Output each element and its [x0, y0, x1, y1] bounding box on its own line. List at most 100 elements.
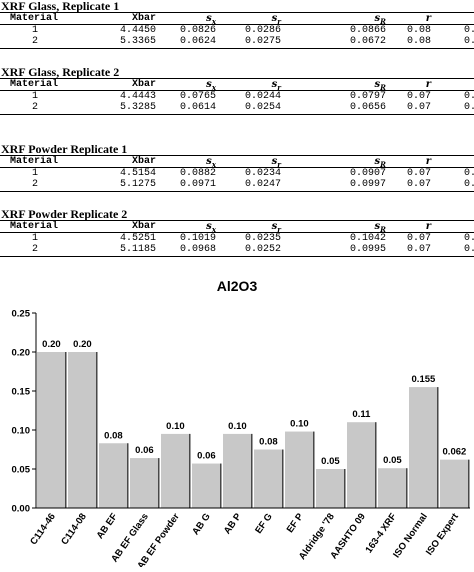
- column-header-material: Material: [10, 156, 59, 167]
- column-header-r: r: [398, 13, 431, 24]
- table-cell-xbar: 5.3285: [119, 102, 156, 113]
- column-header-xbar: Xbar: [131, 79, 156, 90]
- x-tick-label: C114-08: [59, 511, 89, 547]
- table-cell-xbar: 4.4443: [119, 91, 156, 102]
- table-cell-sr: 0.0254: [244, 102, 281, 113]
- bar-value-label: 0.155: [412, 374, 436, 385]
- bar: [130, 458, 159, 508]
- header-subscript: x: [211, 17, 216, 26]
- table-cell-r: 0.07: [406, 168, 431, 179]
- header-subscript: R: [380, 160, 386, 169]
- header-subscript: x: [211, 225, 216, 234]
- table-bottom-rule: [0, 114, 474, 115]
- table-bottom-rule: [0, 191, 474, 192]
- bar-value-label: 0.06: [135, 445, 154, 456]
- header-symbol: s: [374, 13, 381, 24]
- y-tick-label: 0.20: [12, 348, 31, 359]
- table-cell-sR: 0.0656: [349, 102, 386, 113]
- table-cell-sR: 0.0997: [349, 179, 386, 190]
- table-cell-material: 2: [31, 36, 38, 47]
- header-symbol: s: [271, 221, 278, 232]
- stats-table: XRF Glass, Replicate 2 Material Xbar sx sr sR…: [0, 66, 474, 128]
- bar: [316, 469, 345, 508]
- header-rule: [0, 90, 474, 91]
- header-symbol: s: [206, 156, 212, 167]
- table-title: XRF Glass, Replicate 1: [1, 0, 120, 13]
- stats-table: XRF Powder Replicate 2 Material Xbar sx sr sR…: [0, 208, 474, 270]
- column-header-sR: sR: [330, 13, 386, 27]
- header-subscript: r: [277, 160, 281, 169]
- bar-value-label: 0.10: [228, 421, 247, 432]
- table-title: XRF Powder Replicate 1: [1, 142, 128, 156]
- bar: [37, 352, 66, 508]
- y-tick-label: 0.00: [12, 504, 31, 515]
- bar: [161, 433, 190, 508]
- table-cell-sR: 0.0672: [349, 36, 386, 47]
- table-cell-r: 0.07: [406, 244, 431, 255]
- table-cell-sR: 0.0866: [349, 25, 386, 36]
- bar: [68, 352, 97, 508]
- header-symbol: s: [206, 221, 212, 232]
- table-top-rule: [0, 220, 474, 221]
- table-cell-sx: 0.0971: [179, 179, 216, 190]
- table-bottom-rule: [0, 48, 474, 49]
- table-cell-R: 0.24: [463, 25, 474, 36]
- column-header-R: R: [440, 156, 474, 167]
- y-tick-label: 0.10: [12, 426, 31, 437]
- bar-value-label: 0.08: [259, 437, 278, 448]
- table-cell-sx: 0.0765: [179, 91, 216, 102]
- header-symbol: s: [374, 156, 381, 167]
- table-cell-sr: 0.0234: [244, 168, 281, 179]
- table-cell-R: 0.18: [463, 102, 474, 113]
- table-cell-R: 0.19: [463, 36, 474, 47]
- table-cell-material: 2: [31, 244, 38, 255]
- x-tick-label: EF P: [285, 511, 307, 535]
- header-subscript: R: [380, 17, 386, 26]
- bar-value-label: 0.08: [104, 430, 123, 441]
- table-cell-sr: 0.0275: [244, 36, 281, 47]
- table-cell-R: 0.28: [463, 244, 474, 255]
- table-cell-material: 1: [31, 25, 38, 36]
- header-symbol: s: [271, 79, 278, 90]
- header-symbol: r: [425, 221, 431, 232]
- y-tick-label: 0.05: [12, 465, 31, 476]
- bar: [192, 463, 221, 508]
- column-header-material: Material: [10, 79, 59, 90]
- bar: [409, 387, 438, 508]
- header-rule: [0, 232, 474, 233]
- table-cell-material: 1: [31, 168, 38, 179]
- header-subscript: R: [380, 225, 386, 234]
- table-cell-sr: 0.0244: [244, 91, 281, 102]
- table-cell-sR: 0.0995: [349, 244, 386, 255]
- table-top-rule: [0, 155, 474, 156]
- table-cell-xbar: 4.5251: [119, 233, 156, 244]
- bar: [347, 422, 376, 508]
- table-cell-material: 1: [31, 233, 38, 244]
- header-subscript: r: [277, 17, 281, 26]
- bar-value-label: 0.062: [443, 447, 467, 458]
- table-cell-r: 0.07: [406, 179, 431, 190]
- table-cell-r: 0.07: [406, 91, 431, 102]
- column-header-sr: sr: [225, 13, 281, 27]
- bar-value-label: 0.05: [383, 455, 402, 466]
- bar: [99, 443, 128, 508]
- table-cell-sx: 0.0826: [179, 25, 216, 36]
- column-header-material: Material: [10, 221, 59, 232]
- bar: [440, 459, 469, 508]
- header-subscript: r: [277, 225, 281, 234]
- column-header-xbar: Xbar: [131, 156, 156, 167]
- bar-value-label: 0.10: [166, 421, 185, 432]
- table-cell-r: 0.07: [406, 233, 431, 244]
- header-symbol: s: [271, 156, 278, 167]
- table-cell-xbar: 5.1275: [119, 179, 156, 190]
- column-header-xbar: Xbar: [131, 221, 156, 232]
- x-tick-label: EF G: [253, 511, 275, 535]
- column-header-sr: sr: [225, 221, 281, 235]
- column-header-sx: sx: [160, 79, 216, 93]
- column-header-sx: sx: [160, 156, 216, 170]
- header-subscript: r: [277, 83, 281, 92]
- chart-svg: Al2O3 0.000.050.100.150.200.25 0.20 0.200…: [12, 278, 470, 571]
- table-cell-sR: 0.0797: [349, 91, 386, 102]
- header-rule: [0, 167, 474, 168]
